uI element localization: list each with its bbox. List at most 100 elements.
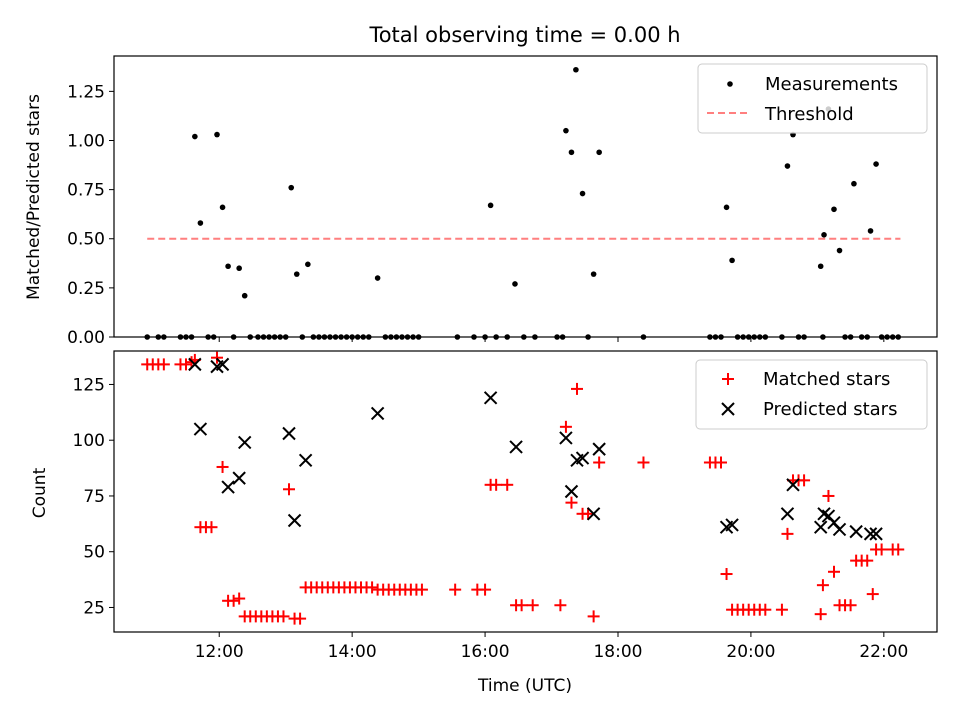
predicted-star-point xyxy=(559,431,573,445)
bottom-y-tick-label: 75 xyxy=(83,487,105,507)
matched-star-point xyxy=(593,456,606,469)
predicted-star-point-b xyxy=(188,357,202,372)
bottom-y-tick-label: 50 xyxy=(83,543,105,563)
predicted-star-point xyxy=(786,478,800,492)
matched-star-point xyxy=(366,581,379,594)
predicted-star-point-b xyxy=(575,451,590,465)
bottom-x-tick-label: 22:00 xyxy=(859,642,908,662)
predicted-star-point xyxy=(298,453,313,467)
predicted-star-point-b xyxy=(483,391,498,405)
top-chart-title: Total observing time = 0.00 h xyxy=(368,23,680,47)
measurement-point xyxy=(817,263,824,270)
top-x-ticks xyxy=(218,337,885,342)
bottom-plot-data xyxy=(141,351,905,625)
predicted-star-point xyxy=(869,527,883,541)
predicted-star-point-b xyxy=(821,509,836,523)
predicted-star-point xyxy=(287,513,302,528)
bottom-x-tick-label: 14:00 xyxy=(328,642,377,662)
top-y-tick-label: 1.00 xyxy=(67,131,105,151)
top-y-tick-label: 1.25 xyxy=(67,82,105,102)
matched-star-point xyxy=(582,507,595,520)
matched-star-point xyxy=(554,599,567,612)
matched-star-point xyxy=(587,610,600,623)
matched-star-point xyxy=(559,420,572,433)
predicted-star-point xyxy=(221,480,235,494)
matched-star-point xyxy=(479,583,492,596)
matched-star-point xyxy=(501,478,514,491)
measurement-point xyxy=(873,161,879,167)
matched-star-point xyxy=(715,456,728,469)
bottom-x-axis-label: Time (UTC) xyxy=(477,676,572,696)
measurement-point xyxy=(241,292,248,299)
top-legend-box xyxy=(697,63,928,134)
bottom-y-tick-label: 125 xyxy=(73,375,105,395)
matched-star-point xyxy=(179,358,192,371)
matched-star-point xyxy=(781,527,794,540)
measurement-point xyxy=(579,190,586,197)
matched-star-point xyxy=(216,460,229,473)
matched-star-point xyxy=(157,358,170,371)
measurement-point xyxy=(563,127,569,134)
matched-star-point xyxy=(526,599,539,612)
measurement-point xyxy=(197,220,204,226)
predicted-star-point xyxy=(832,522,847,537)
legend-threshold-label: Threshold xyxy=(764,104,854,125)
predicted-star-point-b xyxy=(849,524,863,539)
bottom-x-ticks: 12:00 14:00 16:00 18:00 20:00 22:00 xyxy=(195,632,908,662)
predicted-star-point xyxy=(813,520,828,534)
top-panel: Total observing time = 0.00 h 0.00 0.25 0.… xyxy=(24,23,938,348)
top-legend: Measurements Threshold xyxy=(697,63,928,134)
matched-star-point xyxy=(892,543,905,556)
bottom-legend: Matched stars Predicted stars xyxy=(695,359,928,430)
predicted-star-point-b xyxy=(298,453,313,467)
matched-star-point xyxy=(227,594,240,607)
bottom-panel: 12:00 14:00 16:00 18:00 20:00 22:00 25 50 75 100… xyxy=(30,350,938,696)
predicted-star-point-b xyxy=(509,440,523,454)
bottom-x-tick-label: 16:00 xyxy=(461,642,510,662)
predicted-star-point xyxy=(564,484,579,499)
bottom-y-tick-label: 25 xyxy=(83,598,105,618)
predicted-star-point-b xyxy=(725,518,739,532)
predicted-star-point xyxy=(780,507,795,521)
predicted-star-point-b xyxy=(592,442,606,456)
matched-star-point xyxy=(814,608,827,621)
legend-matched-label: Matched stars xyxy=(763,369,890,390)
measurement-point xyxy=(851,180,857,187)
top-y-tick-label: 0.25 xyxy=(67,279,105,299)
measurement-point xyxy=(374,275,381,281)
top-y-tick-label: 0.75 xyxy=(67,181,105,201)
measurement-point xyxy=(512,281,518,287)
legend-predicted-marker xyxy=(721,402,735,416)
predicted-star-point-b xyxy=(282,426,296,441)
matched-star-point xyxy=(233,592,246,605)
predicted-star-point-b xyxy=(237,435,252,450)
measurement-point xyxy=(821,232,827,238)
measurement-point xyxy=(568,149,575,156)
measurement-point xyxy=(236,265,242,272)
measurement-point xyxy=(293,271,300,277)
predicted-star-point-b xyxy=(232,471,246,485)
matched-star-point xyxy=(490,478,503,491)
predicted-star-point xyxy=(592,442,606,456)
matched-star-point xyxy=(875,543,888,556)
predicted-star-point-b xyxy=(813,520,828,534)
matched-star-point xyxy=(565,496,578,509)
measurement-point xyxy=(219,204,226,211)
predicted-star-point-b xyxy=(863,527,878,541)
predicted-star-point xyxy=(232,471,246,485)
predicted-star-point xyxy=(725,518,739,532)
matched-star-point xyxy=(822,489,835,502)
measurement-point xyxy=(831,206,837,213)
measurement-point xyxy=(573,66,579,73)
predicted-star-point-b xyxy=(287,513,302,528)
measurement-point xyxy=(214,131,220,138)
top-y-tick-label: 0.00 xyxy=(67,328,105,348)
legend-measurements-marker xyxy=(727,81,733,87)
legend-matched-marker xyxy=(722,373,734,385)
predicted-star-point xyxy=(863,527,878,541)
measurement-point xyxy=(225,263,231,270)
predicted-star-point xyxy=(586,507,601,521)
matched-star-point xyxy=(637,456,650,469)
matched-star-point xyxy=(277,610,290,623)
